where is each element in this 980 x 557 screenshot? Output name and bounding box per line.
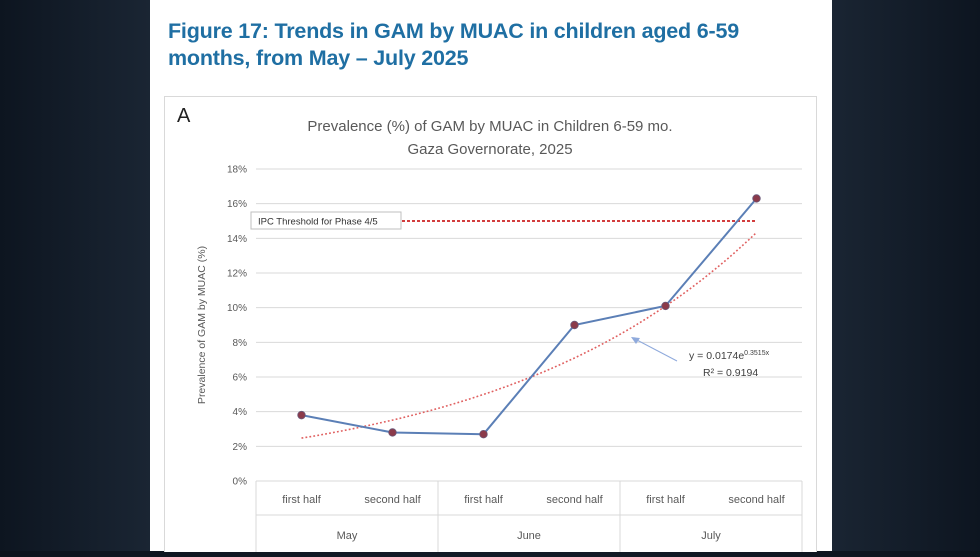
data-point — [752, 194, 761, 203]
data-point — [661, 301, 670, 311]
x-tick-label: first half — [464, 494, 503, 506]
y-tick-label: 18% — [227, 165, 247, 176]
trendline-equation: y = 0.0174e0.3515x — [689, 350, 770, 362]
background-left — [0, 0, 150, 551]
y-tick-label: 8% — [233, 338, 248, 349]
chart-title: Prevalence (%) of GAM by MUAC in Childre… — [307, 118, 672, 135]
x-group-label: May — [337, 530, 358, 542]
y-axis-label: Prevalence of GAM by MUAC (%) — [196, 246, 208, 404]
trendline — [301, 231, 758, 439]
trendline-r2: R² = 0.9194 — [703, 367, 758, 379]
x-tick-label: second half — [728, 494, 785, 506]
x-group-label: July — [701, 530, 721, 542]
y-tick-label: 14% — [227, 234, 247, 245]
data-point — [570, 320, 579, 330]
equation-arrowhead — [631, 337, 640, 344]
x-tick-label: first half — [282, 494, 321, 506]
y-tick-label: 0% — [233, 477, 248, 488]
x-group-label: June — [517, 530, 541, 542]
chart-frame: A Prevalence (%) of GAM by MUAC in Child… — [164, 96, 817, 552]
y-tick-label: 10% — [227, 303, 247, 314]
chart-svg: Prevalence (%) of GAM by MUAC in Childre… — [196, 118, 803, 552]
threshold-label-box — [250, 211, 402, 230]
panel-label: A — [177, 105, 191, 127]
data-point — [479, 430, 488, 439]
chart-subtitle: Gaza Governorate, 2025 — [407, 141, 572, 158]
x-tick-label: second half — [546, 494, 603, 506]
series-line — [301, 197, 758, 436]
background-right — [830, 0, 980, 551]
x-tick-label: second half — [364, 494, 421, 506]
y-tick-label: 12% — [227, 269, 247, 280]
threshold-label: IPC Threshold for Phase 4/5 — [258, 217, 378, 228]
y-tick-label: 4% — [233, 407, 248, 418]
data-point — [388, 428, 397, 437]
y-tick-label: 2% — [233, 442, 248, 453]
data-point — [297, 410, 306, 420]
x-tick-label: first half — [646, 494, 685, 506]
figure-title: Figure 17: Trends in GAM by MUAC in chil… — [168, 19, 739, 70]
y-tick-label: 16% — [227, 199, 247, 210]
y-tick-label: 6% — [233, 373, 248, 384]
equation-arrow — [634, 338, 678, 362]
document-page: Figure 17: Trends in GAM by MUAC in chil… — [150, 0, 832, 552]
